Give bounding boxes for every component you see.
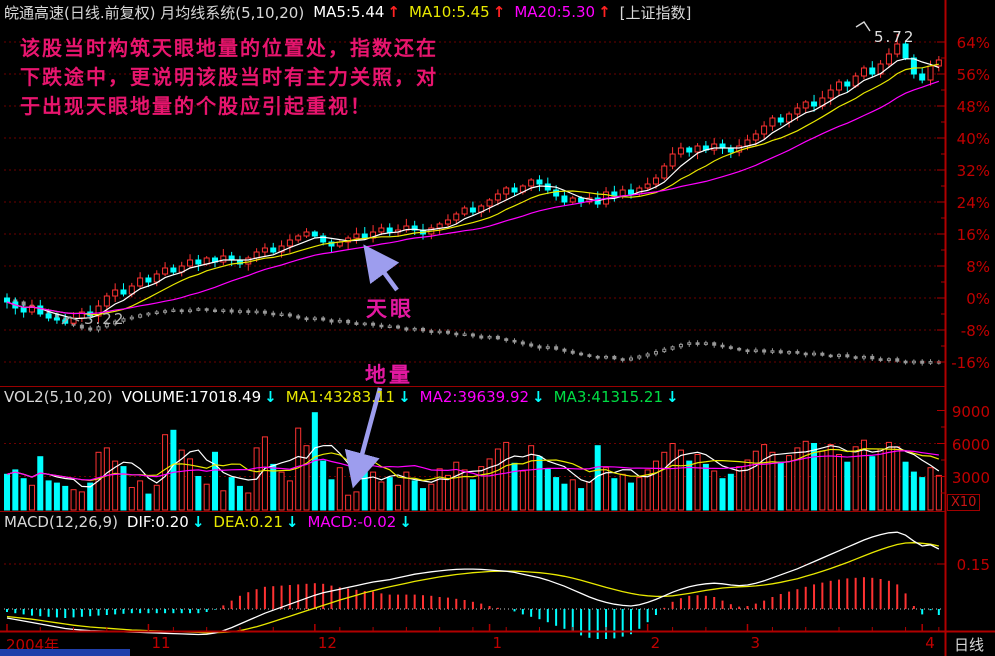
annotation-line: 下跌途中，更说明该股当时有主力关照，对 bbox=[20, 65, 438, 89]
time-axis-label: 2 bbox=[650, 634, 661, 652]
indicator-header: 皖通高速(日线.前复权) 月均线系统(5,10,20) MA5:5.44 ↑ M… bbox=[4, 2, 691, 22]
dif-down-arrow-icon: ↓ bbox=[191, 513, 205, 531]
ma20-value: MA20:5.30 bbox=[514, 3, 596, 21]
macd-value: MACD:-0.02 bbox=[307, 513, 397, 531]
price-axis-label: 32% bbox=[956, 162, 990, 180]
ground-volume-callout: 地量 bbox=[365, 363, 413, 387]
vol-indicator-name: VOL2(5,10,20) bbox=[4, 388, 113, 406]
volume-axis-label: 3000 bbox=[951, 468, 990, 487]
price-axis-label: 8% bbox=[966, 258, 990, 276]
macd-header: MACD(12,26,9) DIF:0.20 ↓ DEA:0.21 ↓ MACD… bbox=[4, 513, 412, 531]
vol-ma3-value: MA3:41315.21 bbox=[553, 388, 663, 406]
time-axis-label: 4 bbox=[925, 634, 935, 652]
vol-ma2-value: MA2:39639.92 bbox=[419, 388, 530, 406]
commentary-annotation: 该股当时构筑天眼地量的位置处，指数还在 下跌途中，更说明该股当时有主力关照，对 … bbox=[20, 34, 490, 121]
macd-axis-label: 0.15 bbox=[956, 556, 990, 574]
macd-indicator-name: MACD(12,26,9) bbox=[4, 513, 118, 531]
index-overlay-ref: [上证指数] bbox=[619, 3, 692, 22]
vol-ma2-down-arrow-icon: ↓ bbox=[532, 388, 545, 406]
period-label[interactable]: 日线 bbox=[954, 636, 985, 654]
volume-down-arrow-icon: ↓ bbox=[264, 388, 277, 406]
vol-ma1-value: MA1:43283.11 bbox=[285, 388, 396, 406]
low-price-label: 3.22 bbox=[84, 310, 126, 328]
volume-multiplier-badge: X10 bbox=[947, 494, 981, 511]
price-axis-label: 16% bbox=[956, 226, 990, 244]
statusbar-strip bbox=[0, 649, 130, 656]
volume-axis-label: 9000 bbox=[951, 402, 990, 421]
vol-ma1-down-arrow-icon: ↓ bbox=[398, 388, 411, 406]
price-axis-label: 64% bbox=[956, 34, 990, 52]
annotation-line: 于出现天眼地量的个股应引起重视！ bbox=[20, 94, 372, 118]
time-axis-label: 3 bbox=[750, 634, 761, 652]
volume-header: VOL2(5,10,20) VOLUME:17018.49 ↓ MA1:4328… bbox=[4, 388, 679, 406]
ma20-up-arrow-icon: ↑ bbox=[598, 3, 611, 21]
price-axis-label: -8% bbox=[960, 322, 990, 340]
vol-ma3-down-arrow-icon: ↓ bbox=[665, 388, 679, 406]
annotation-line: 该股当时构筑天眼地量的位置处，指数还在 bbox=[20, 36, 438, 60]
dea-value: DEA:0.21 bbox=[213, 513, 283, 531]
dea-down-arrow-icon: ↓ bbox=[285, 513, 299, 531]
price-axis-label: 56% bbox=[956, 66, 990, 84]
time-axis-label: 12 bbox=[317, 634, 337, 652]
ma10-value: MA10:5.45 bbox=[408, 3, 490, 21]
high-price-label: 5.72 bbox=[874, 28, 916, 46]
macd-down-arrow-icon: ↓ bbox=[399, 513, 412, 531]
dif-value: DIF:0.20 bbox=[126, 513, 189, 531]
price-axis-label: 0% bbox=[966, 290, 990, 308]
price-axis-label: 48% bbox=[956, 98, 990, 116]
price-axis-label: 40% bbox=[956, 130, 990, 148]
price-axis-label: -16% bbox=[951, 354, 990, 372]
volume-axis-label: 6000 bbox=[951, 435, 990, 454]
sky-eye-callout: 天眼 bbox=[366, 297, 414, 321]
price-axis-label: 24% bbox=[956, 194, 990, 212]
ma10-up-arrow-icon: ↑ bbox=[492, 3, 506, 21]
ma5-up-arrow-icon: ↑ bbox=[387, 3, 400, 21]
time-axis-label: 1 bbox=[492, 634, 503, 652]
time-axis-label: 11 bbox=[151, 634, 171, 652]
chart-title: 皖通高速(日线.前复权) 月均线系统(5,10,20) bbox=[4, 3, 305, 22]
volume-value: VOLUME:17018.49 bbox=[121, 388, 262, 406]
ma5-value: MA5:5.44 bbox=[313, 3, 385, 21]
